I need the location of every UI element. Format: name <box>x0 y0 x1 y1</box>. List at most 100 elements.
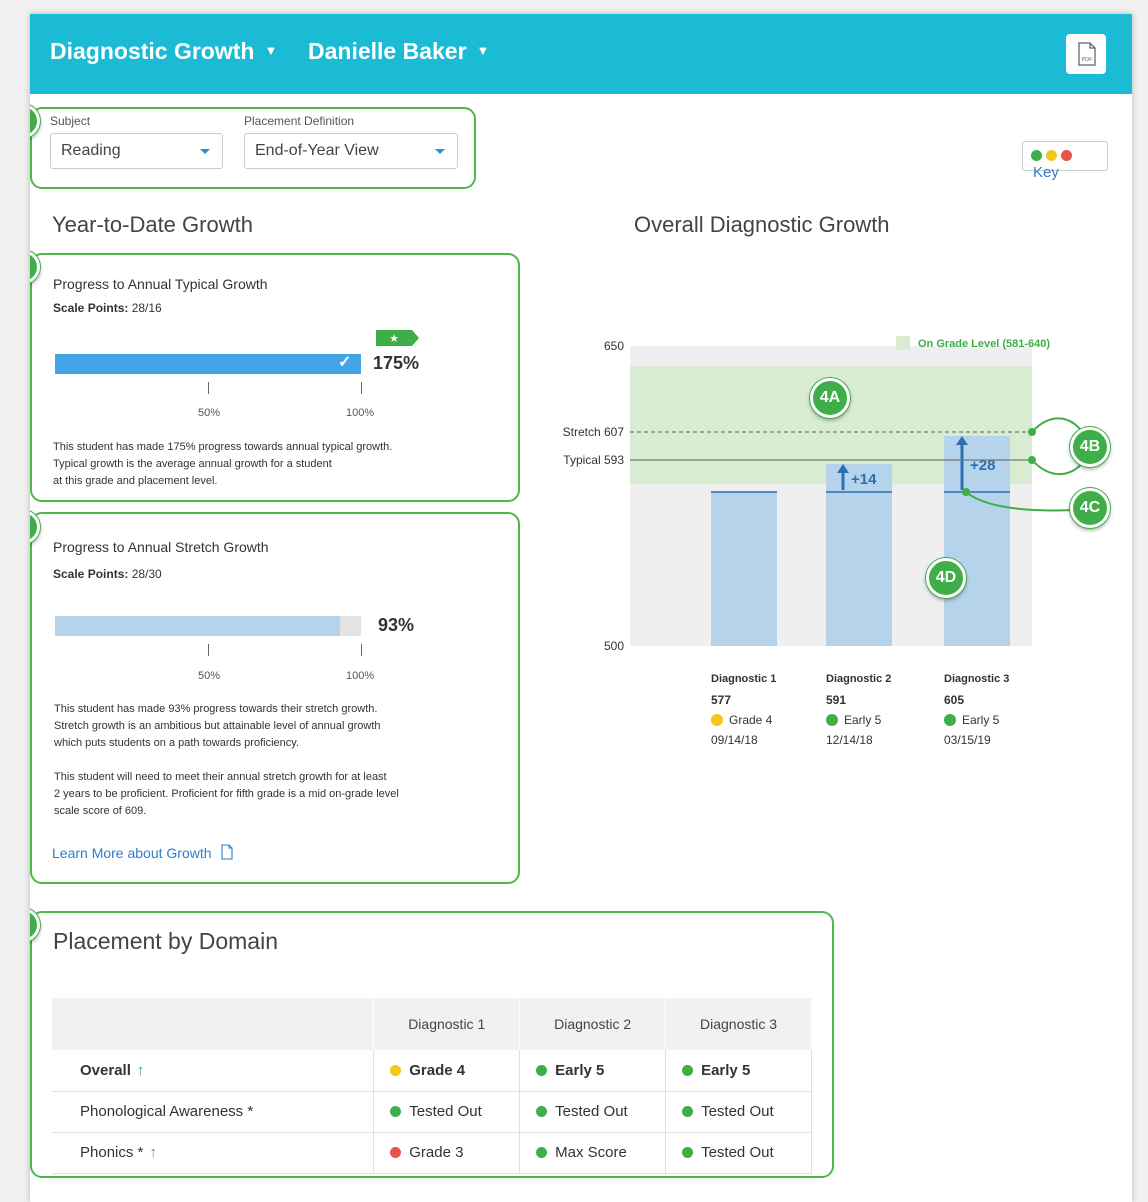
svg-text:PDF: PDF <box>1082 57 1094 63</box>
placement-value: Tested Out <box>701 1103 774 1120</box>
tick-50-label: 50% <box>198 670 221 682</box>
callout-badge-4c: 4C <box>1070 488 1110 528</box>
placement-by-domain-callout <box>30 911 834 1178</box>
status-dot-icon <box>682 1147 694 1158</box>
subject-select[interactable]: Reading <box>50 133 223 169</box>
stretch-description: This student has made 93% progress towar… <box>54 703 381 749</box>
stretch-growth-card <box>30 512 520 884</box>
placement-value: Early 5 <box>555 1061 605 1079</box>
stretch-scale-label: Scale Points: <box>53 567 129 581</box>
domain-name-cell: Phonics * ↑ <box>52 1132 375 1174</box>
chevron-down-icon <box>435 149 445 154</box>
placement-dot-icon <box>711 714 723 726</box>
placement-definition-label: Placement Definition <box>244 114 355 128</box>
placement-value: Max Score <box>555 1144 627 1161</box>
status-dot-icon <box>536 1064 548 1076</box>
learn-more-growth-link[interactable]: Learn More about Growth <box>52 844 234 861</box>
placement-cell: Early 5 <box>665 1050 812 1092</box>
growth-arrow-head <box>837 464 849 473</box>
placement-value: Tested Out <box>701 1144 774 1161</box>
green-dot-icon <box>1031 150 1042 161</box>
overall-growth-chart: On Grade Level (581-640) 650 500 +14 +28 Stre… <box>563 336 1091 747</box>
growth-arrow-head <box>956 436 968 445</box>
category-label: Diagnostic 2 <box>826 673 891 685</box>
stretch-card-title: Progress to Annual Stretch Growth <box>53 539 269 555</box>
callout-badge-4a: 4A <box>810 378 850 418</box>
placement-cell: Max Score <box>519 1132 667 1174</box>
placement-value: Early 5 <box>701 1061 751 1079</box>
svg-text:★: ★ <box>389 332 399 345</box>
score-label: 605 <box>944 693 964 707</box>
chevron-down-icon: ▼ <box>476 43 490 58</box>
student-dropdown[interactable]: Danielle Baker ▼ <box>308 38 489 65</box>
typical-scale-label: Scale Points: <box>53 301 129 315</box>
tick-100 <box>361 644 362 656</box>
category-label: Diagnostic 3 <box>944 673 1009 685</box>
callout-badge-4d: 4D <box>926 558 966 598</box>
proficiency-description: This student will need to meet their ann… <box>54 771 399 817</box>
filters-callout <box>30 107 476 189</box>
placement-table: Diagnostic 1 Diagnostic 2 Diagnostic 3 O… <box>52 998 812 1174</box>
pdf-file-icon: PDF <box>1078 42 1096 66</box>
placement-dot-icon <box>826 714 838 726</box>
domain-name-cell: Phonological Awareness * <box>52 1091 375 1133</box>
placement-label: Grade 4 <box>729 713 773 727</box>
placement-dot-icon <box>944 714 956 726</box>
score-label: 577 <box>711 693 731 707</box>
placement-label: Early 5 <box>962 713 1000 727</box>
report-type-dropdown[interactable]: Diagnostic Growth ▼ <box>50 38 277 65</box>
growth-label: +28 <box>970 457 995 474</box>
status-dot-icon <box>390 1147 402 1158</box>
typical-percent: 175% <box>373 353 420 373</box>
tick-50-label: 50% <box>198 407 221 419</box>
arrow-up-icon: ↑ <box>136 1061 145 1079</box>
reference-line-label: Typical 593 <box>563 453 624 467</box>
table-row: Overall ↑ Grade 4 Early 5 Early 5 <box>52 1050 812 1092</box>
typical-scale-value: 28/16 <box>131 301 162 315</box>
placement-definition-select[interactable]: End-of-Year View <box>244 133 458 169</box>
date-label: 03/15/19 <box>944 733 991 747</box>
chevron-down-icon: ▼ <box>264 43 278 58</box>
bar-diagnostic-2 <box>826 464 892 646</box>
subject-label: Subject <box>50 114 91 128</box>
key-button[interactable]: Key <box>1022 141 1108 181</box>
placement-value: Grade 3 <box>409 1144 464 1161</box>
date-label: 09/14/18 <box>711 733 758 747</box>
yellow-dot-icon <box>1046 150 1058 161</box>
callout-badge-4b: 4B <box>1070 427 1110 467</box>
category-label: Diagnostic 1 <box>711 673 776 685</box>
column-header: Diagnostic 1 <box>373 998 521 1050</box>
header-bar: Diagnostic Growth ▼ Danielle Baker ▼ PDF <box>30 14 1132 94</box>
placement-cell: Early 5 <box>519 1050 667 1092</box>
placement-by-domain-title: Placement by Domain <box>53 928 278 954</box>
tick-50 <box>208 382 209 394</box>
column-header <box>52 998 375 1050</box>
student-name-label: Danielle Baker <box>308 38 467 64</box>
overall-growth-title: Overall Diagnostic Growth <box>634 212 890 237</box>
stretch-scale-value: 28/30 <box>131 567 162 581</box>
column-header: Diagnostic 3 <box>665 998 812 1050</box>
red-dot-icon <box>1061 150 1073 161</box>
domain-name: Phonics * <box>80 1144 144 1161</box>
status-dot-icon <box>682 1064 694 1076</box>
tick-100-label: 100% <box>346 407 375 419</box>
growth-label: +14 <box>851 471 877 488</box>
placement-cell: Grade 4 <box>373 1050 521 1092</box>
typical-growth-card <box>30 253 520 502</box>
typical-description: This student has made 175% progress towa… <box>53 441 393 487</box>
status-dot-icon <box>682 1106 694 1117</box>
report-page: Diagnostic Growth ▼ Danielle Baker ▼ PDF 1… <box>30 14 1132 1202</box>
placement-cell: Grade 3 <box>373 1132 521 1174</box>
placement-label: Early 5 <box>844 713 882 727</box>
y-tick-label-max: 650 <box>604 339 624 353</box>
placement-cell: Tested Out <box>665 1091 812 1133</box>
legend-label: On Grade Level (581-640) <box>918 338 1050 350</box>
pdf-export-button[interactable]: PDF <box>1066 34 1106 74</box>
checkmark-icon: ✓ <box>338 354 352 371</box>
tick-100-label: 100% <box>346 670 375 682</box>
domain-name: Overall <box>80 1061 131 1079</box>
status-dot-icon <box>390 1064 402 1076</box>
status-dot-icon <box>536 1147 548 1158</box>
placement-value: Grade 4 <box>409 1061 466 1079</box>
placement-cell: Tested Out <box>373 1091 521 1133</box>
